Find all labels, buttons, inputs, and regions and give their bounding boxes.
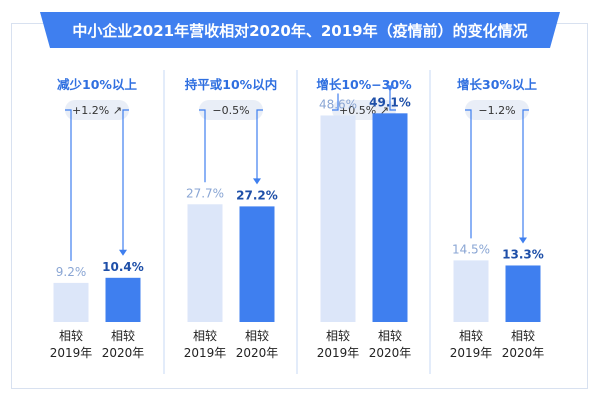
bar-2019 bbox=[187, 204, 223, 322]
bar-2020 bbox=[372, 113, 408, 322]
bar-2020 bbox=[239, 206, 275, 322]
change-pill bbox=[465, 100, 529, 120]
bar-2020 bbox=[105, 277, 141, 322]
change-label: −1.2% bbox=[478, 104, 515, 117]
connector-left bbox=[332, 93, 339, 111]
connector-right bbox=[389, 89, 396, 111]
chart-title: 中小企业2021年营收相对2020年、2019年（疫情前）的变化情况 bbox=[40, 12, 560, 48]
change-label: −0.5% bbox=[212, 104, 249, 117]
axis-label-line2: 2019年 bbox=[317, 346, 360, 360]
axis-label-line1: 相较 bbox=[193, 328, 217, 343]
axis-label-line2: 2020年 bbox=[502, 346, 545, 360]
category-label: 增长30%以上 bbox=[457, 77, 537, 92]
data-label: 10.4% bbox=[102, 260, 144, 274]
connector-left bbox=[199, 109, 206, 183]
bar-2019 bbox=[320, 115, 356, 322]
connector-arrow bbox=[519, 237, 527, 244]
axis-label-line2: 2019年 bbox=[50, 346, 93, 360]
axis-label-line2: 2019年 bbox=[450, 346, 493, 360]
bar-2020 bbox=[505, 265, 541, 322]
data-label: 27.2% bbox=[236, 188, 278, 202]
data-label: 13.3% bbox=[502, 247, 544, 261]
connector-right bbox=[522, 109, 529, 242]
change-pill bbox=[199, 100, 263, 120]
bar-2019 bbox=[53, 282, 89, 322]
bar-2019 bbox=[453, 260, 489, 322]
connector-arrow bbox=[119, 249, 127, 256]
axis-label-line2: 2020年 bbox=[236, 346, 279, 360]
axis-label-line2: 2020年 bbox=[102, 346, 145, 360]
change-pill bbox=[65, 100, 129, 120]
data-label: 14.5% bbox=[452, 242, 490, 256]
axis-label-line1: 相较 bbox=[245, 328, 269, 343]
connector-left bbox=[465, 109, 472, 239]
category-label: 持平或10%以内 bbox=[185, 77, 277, 92]
axis-label-line2: 2020年 bbox=[369, 346, 412, 360]
connector-arrow bbox=[253, 178, 261, 185]
axis-label-line1: 相较 bbox=[326, 328, 350, 343]
connector-right bbox=[122, 109, 129, 254]
axis-label-line1: 相较 bbox=[111, 328, 135, 343]
category-label: 减少10%以上 bbox=[57, 77, 137, 92]
data-label: 9.2% bbox=[56, 265, 87, 279]
change-label: +1.2% ↗ bbox=[72, 104, 122, 117]
data-label: 27.7% bbox=[186, 186, 224, 200]
connector-right bbox=[256, 109, 263, 183]
connector-arrow bbox=[386, 85, 394, 92]
axis-label-line1: 相较 bbox=[511, 328, 535, 343]
axis-label-line2: 2019年 bbox=[184, 346, 227, 360]
axis-label-line1: 相较 bbox=[378, 328, 402, 343]
chart-frame bbox=[11, 23, 588, 389]
axis-label-line1: 相较 bbox=[459, 328, 483, 343]
axis-label-line1: 相较 bbox=[59, 328, 83, 343]
category-label: 增长10%−30% bbox=[316, 77, 412, 92]
connector-left bbox=[65, 109, 72, 261]
